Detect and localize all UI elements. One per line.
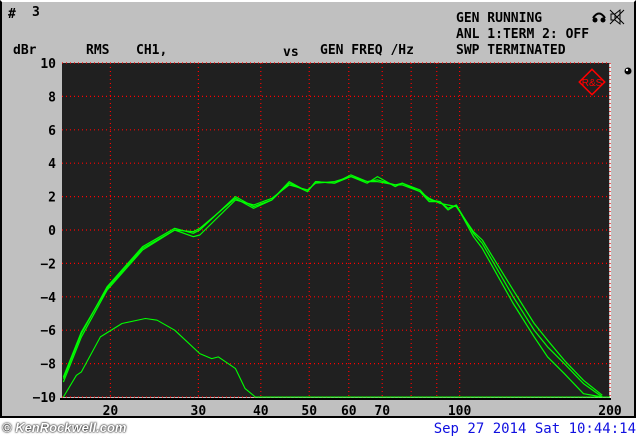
x-tick-label: 100 <box>448 404 472 419</box>
y-tick-label: −4 <box>40 291 56 306</box>
plot-area <box>62 63 610 397</box>
x-tick-label: 30 <box>191 404 207 419</box>
status-gen: GEN RUNNING <box>456 11 543 26</box>
x-axis-label: GEN FREQ /Hz <box>320 43 414 58</box>
y-tick-label: −8 <box>40 358 56 373</box>
index-value: 3 <box>32 5 40 20</box>
y-tick-label: 2 <box>48 191 56 206</box>
svg-text:R&S: R&S <box>582 78 603 89</box>
knob-icon[interactable] <box>624 67 632 75</box>
headphones-icon <box>592 12 606 23</box>
rs-logo-icon: R&S <box>578 68 606 96</box>
speaker-muted-icon <box>609 8 625 26</box>
x-tick-label: 40 <box>253 404 269 419</box>
y-axis-label: dBr <box>13 43 37 58</box>
trace-1 <box>62 176 603 398</box>
y-tick-label: 0 <box>48 224 56 239</box>
vs-label: vs <box>283 45 299 60</box>
status-anl: ANL 1:TERM 2: OFF <box>456 27 590 42</box>
x-tick-label: 50 <box>301 404 317 419</box>
y-tick-label: 8 <box>48 90 56 105</box>
trace-3 <box>62 174 603 398</box>
measurement-mode: RMS <box>86 43 110 58</box>
x-tick-label: 200 <box>598 404 622 419</box>
channel-label: CH1, <box>136 43 168 58</box>
y-tick-label: 4 <box>48 157 56 172</box>
x-tick-label: 70 <box>374 404 390 419</box>
datetime: Sep 27 2014 Sat 10:44:14 <box>433 421 636 437</box>
trace-4 <box>62 317 610 398</box>
index-label: # <box>8 7 16 22</box>
x-tick-label: 20 <box>103 404 119 419</box>
watermark: © KenRockwell.com <box>2 420 127 435</box>
y-tick-label: −10 <box>33 391 57 406</box>
y-tick-label: 6 <box>48 124 56 139</box>
y-tick-label: 10 <box>40 57 56 72</box>
x-tick-label: 60 <box>341 404 357 419</box>
status-swp: SWP TERMINATED <box>456 43 566 58</box>
y-tick-label: −6 <box>40 324 56 339</box>
trace-2 <box>62 176 603 396</box>
y-tick-label: −2 <box>40 257 56 272</box>
